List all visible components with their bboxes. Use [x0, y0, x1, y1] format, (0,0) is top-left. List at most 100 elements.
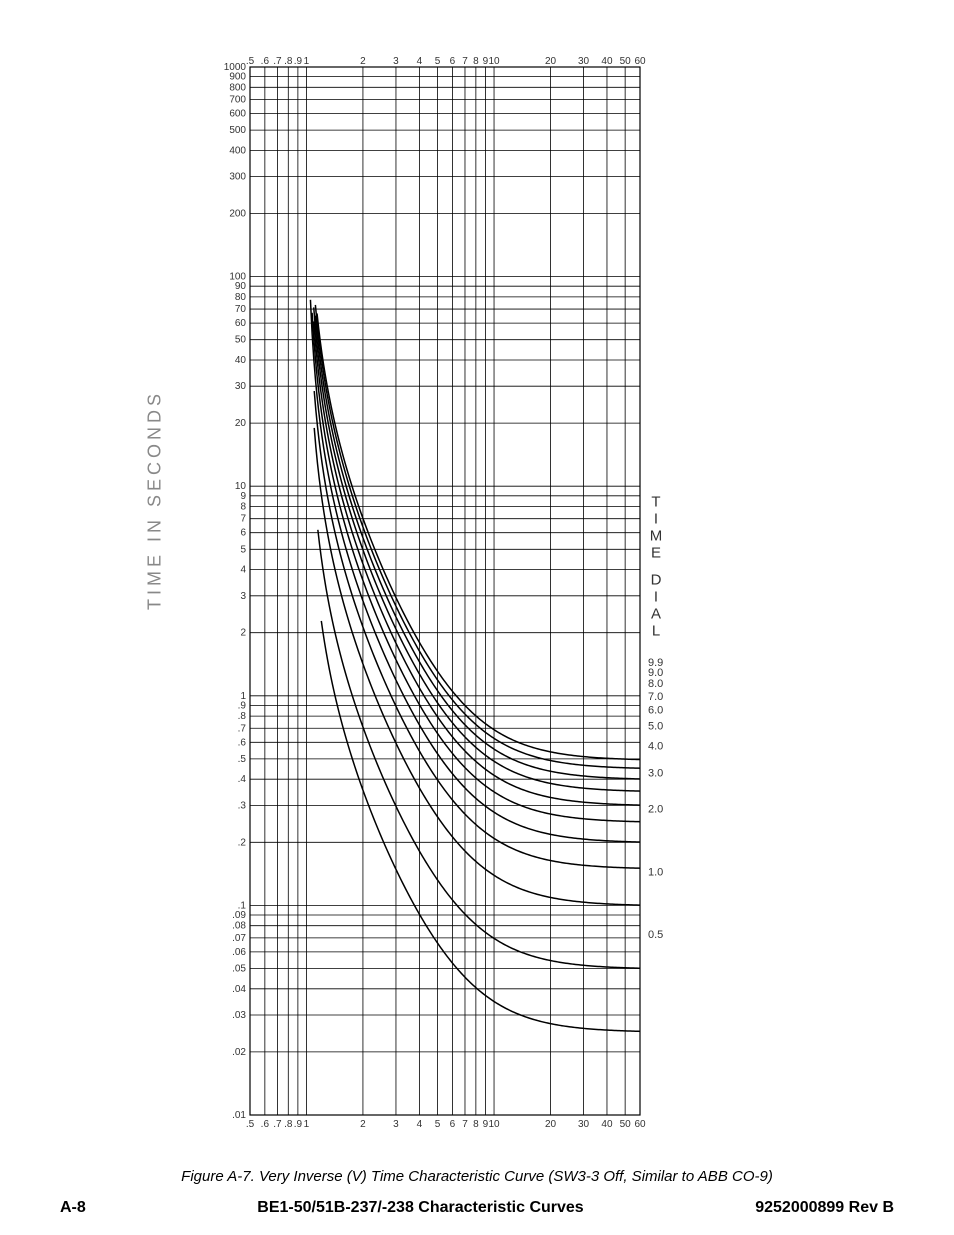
svg-text:.8: .8 [284, 56, 293, 67]
svg-text:.07: .07 [232, 933, 246, 944]
dial-label: 4.0 [648, 740, 663, 752]
svg-text:.2: .2 [238, 837, 247, 848]
svg-text:.7: .7 [273, 1119, 282, 1130]
svg-text:30: 30 [235, 381, 247, 392]
svg-text:60: 60 [634, 1119, 646, 1130]
svg-text:30: 30 [578, 56, 590, 67]
svg-text:9: 9 [240, 491, 246, 502]
svg-text:.02: .02 [232, 1047, 246, 1058]
svg-text:6: 6 [240, 528, 246, 539]
svg-text:3: 3 [393, 1119, 399, 1130]
svg-text:.01: .01 [232, 1110, 246, 1121]
svg-text:5: 5 [435, 1119, 441, 1130]
svg-text:3: 3 [240, 591, 246, 602]
svg-text:.9: .9 [294, 1119, 303, 1130]
page-footer: A-8 BE1-50/51B-237/-238 Characteristic C… [60, 1199, 894, 1217]
svg-text:7: 7 [462, 1119, 468, 1130]
svg-text:A: A [651, 606, 661, 623]
svg-text:3: 3 [393, 56, 399, 67]
svg-text:E: E [651, 545, 661, 562]
svg-text:.08: .08 [232, 921, 246, 932]
svg-text:I: I [654, 589, 658, 606]
svg-text:T: T [651, 494, 660, 511]
svg-text:7: 7 [240, 514, 246, 525]
svg-text:60: 60 [634, 56, 646, 67]
svg-text:L: L [652, 623, 660, 640]
svg-text:8: 8 [473, 1119, 479, 1130]
svg-text:400: 400 [229, 145, 246, 156]
svg-text:700: 700 [229, 94, 246, 105]
dial-label: 7.0 [648, 691, 663, 703]
dial-label: 1.0 [648, 867, 663, 879]
svg-text:40: 40 [601, 56, 613, 67]
svg-text:5: 5 [240, 544, 246, 555]
svg-text:1: 1 [304, 1119, 310, 1130]
svg-text:1: 1 [240, 691, 246, 702]
dial-label: 5.0 [648, 721, 663, 733]
svg-text:10: 10 [235, 481, 247, 492]
svg-text:6: 6 [450, 56, 456, 67]
svg-text:60: 60 [235, 318, 247, 329]
chart-area: .5.5.6.6.7.7.8.8.9.911223344556677889910… [180, 55, 780, 1135]
svg-text:20: 20 [235, 418, 247, 429]
svg-text:8: 8 [240, 502, 246, 513]
svg-text:10: 10 [488, 1119, 500, 1130]
svg-text:500: 500 [229, 125, 246, 136]
svg-text:40: 40 [601, 1119, 613, 1130]
dial-label: 3.0 [648, 768, 663, 780]
svg-text:.05: .05 [232, 963, 246, 974]
footer-title: BE1-50/51B-237/-238 Characteristic Curve… [257, 1199, 583, 1217]
svg-text:.5: .5 [246, 1119, 255, 1130]
footer-page-number: A-8 [60, 1199, 86, 1217]
svg-text:.5: .5 [246, 56, 255, 67]
svg-text:.6: .6 [238, 737, 247, 748]
svg-text:M: M [650, 528, 663, 545]
svg-text:300: 300 [229, 172, 246, 183]
svg-text:4: 4 [417, 1119, 423, 1130]
svg-text:.7: .7 [273, 56, 282, 67]
page: TIME IN SECONDS .5.5.6.6.7.7.8.8.9.91122… [0, 0, 954, 1235]
svg-text:800: 800 [229, 82, 246, 93]
svg-text:.8: .8 [238, 711, 247, 722]
svg-text:2: 2 [360, 56, 366, 67]
svg-text:30: 30 [578, 1119, 590, 1130]
svg-text:.4: .4 [238, 774, 247, 785]
y-axis-title: TIME IN SECONDS [145, 390, 166, 610]
svg-text:.5: .5 [238, 754, 247, 765]
svg-text:10: 10 [488, 56, 500, 67]
dial-label: 2.0 [648, 803, 663, 815]
svg-text:.1: .1 [238, 900, 247, 911]
svg-text:20: 20 [545, 56, 557, 67]
svg-text:70: 70 [235, 304, 247, 315]
dial-label: 6.0 [648, 705, 663, 717]
svg-text:600: 600 [229, 108, 246, 119]
svg-text:.06: .06 [232, 947, 246, 958]
svg-text:D: D [651, 572, 662, 589]
svg-text:40: 40 [235, 355, 247, 366]
svg-text:7: 7 [462, 56, 468, 67]
dial-label: 0.5 [648, 929, 663, 941]
dial-label: 8.0 [648, 678, 663, 690]
svg-text:50: 50 [620, 56, 632, 67]
svg-text:5: 5 [435, 56, 441, 67]
svg-text:6: 6 [450, 1119, 456, 1130]
figure-caption: Figure A-7. Very Inverse (V) Time Charac… [0, 1168, 954, 1185]
svg-text:80: 80 [235, 292, 247, 303]
svg-text:I: I [654, 511, 658, 528]
svg-text:2: 2 [360, 1119, 366, 1130]
svg-text:50: 50 [620, 1119, 632, 1130]
svg-text:.7: .7 [238, 723, 247, 734]
svg-text:50: 50 [235, 335, 247, 346]
svg-text:900: 900 [229, 72, 246, 83]
svg-text:2: 2 [240, 628, 246, 639]
svg-text:1000: 1000 [224, 62, 247, 73]
svg-text:100: 100 [229, 272, 246, 283]
svg-text:200: 200 [229, 209, 246, 220]
svg-text:.8: .8 [284, 1119, 293, 1130]
svg-text:20: 20 [545, 1119, 557, 1130]
svg-text:.9: .9 [294, 56, 303, 67]
svg-text:4: 4 [240, 565, 246, 576]
svg-text:.6: .6 [261, 1119, 270, 1130]
svg-text:.9: .9 [238, 700, 247, 711]
svg-text:.03: .03 [232, 1010, 246, 1021]
